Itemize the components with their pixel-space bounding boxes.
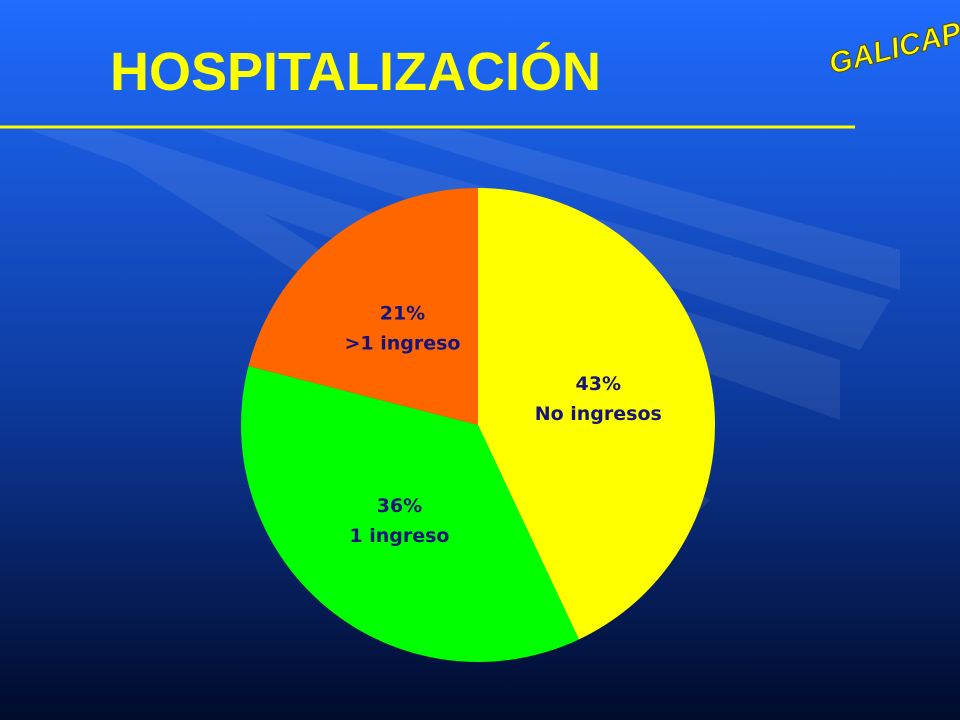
- slice-value-label: 21%: [380, 303, 425, 325]
- slice-category-label: 1 ingreso: [349, 525, 449, 547]
- slice-category-label: No ingresos: [535, 403, 662, 425]
- pie-slice: [240, 366, 579, 662]
- title: HOSPITALIZACIÓN: [110, 42, 601, 102]
- slice-value-label: 43%: [576, 373, 621, 395]
- pie-slice: [478, 188, 715, 640]
- slice-category-label: >1 ingreso: [344, 333, 460, 355]
- pie-slice: [248, 188, 478, 425]
- slice-value-label: 36%: [377, 495, 422, 517]
